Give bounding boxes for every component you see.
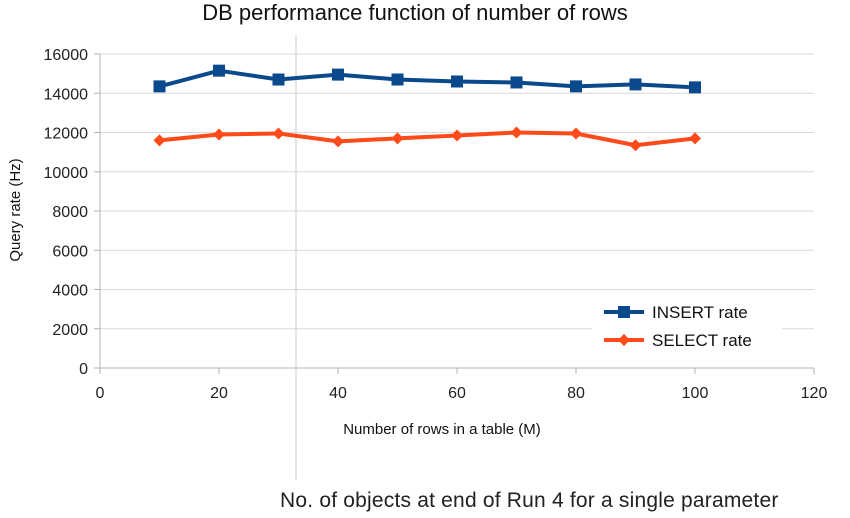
- data-point-insert-rate: [510, 76, 523, 89]
- data-point-select-rate: [153, 134, 166, 147]
- data-point-insert-rate: [570, 80, 582, 93]
- x-tick-labels: 0 20 40 60 80 100 120: [96, 385, 828, 402]
- caption: No. of objects at end of Run 4 for a sin…: [280, 489, 779, 512]
- y-tick-label: 10000: [44, 165, 89, 182]
- x-tick-label: 40: [329, 385, 347, 402]
- y-tick-label: 6000: [52, 243, 88, 260]
- data-point-select-rate: [332, 135, 344, 148]
- gridlines: [100, 53, 814, 330]
- data-point-select-rate: [510, 126, 523, 139]
- series-select-rate: [153, 126, 701, 152]
- data-point-insert-rate: [451, 75, 463, 88]
- x-tick-label: 80: [567, 385, 585, 402]
- legend-box: [592, 295, 782, 357]
- y-tick-label: 16000: [44, 47, 89, 64]
- legend-label-select-rate: SELECT rate: [652, 331, 752, 350]
- y-tick-labels: 0 2000 4000 6000 8000 10000 12000 14000 16000: [44, 47, 89, 378]
- data-point-insert-rate: [689, 81, 701, 94]
- x-tick-label: 100: [682, 385, 709, 402]
- data-point-select-rate: [272, 127, 285, 140]
- y-tick-label: 4000: [52, 283, 88, 300]
- data-point-insert-rate: [332, 68, 344, 81]
- y-tick-label: 0: [79, 361, 88, 378]
- data-point-insert-rate: [213, 64, 225, 77]
- x-tick-label: 120: [801, 385, 828, 402]
- y-tick-label: 14000: [44, 86, 89, 103]
- legend: INSERT rate SELECT rate: [592, 295, 782, 357]
- y-axis-label: Query rate (Hz): [7, 158, 24, 261]
- x-tick-label: 60: [448, 385, 466, 402]
- y-tick-label: 2000: [52, 322, 88, 339]
- series-line-insert-rate: [158, 68, 696, 90]
- data-point-insert-rate: [629, 78, 642, 91]
- data-point-select-rate: [689, 132, 701, 145]
- series-line-select-rate: [159, 130, 696, 148]
- data-point-select-rate: [391, 132, 404, 145]
- x-tick-label: 20: [210, 385, 228, 402]
- x-axis-label: Number of rows in a table (M): [343, 421, 541, 438]
- data-point-select-rate: [570, 127, 582, 140]
- series-group: [153, 64, 701, 152]
- y-tick-label: 8000: [52, 204, 88, 221]
- y-tick-label: 12000: [44, 126, 89, 143]
- axes: [94, 53, 815, 374]
- data-point-select-rate: [451, 129, 463, 142]
- chart-title: DB performance function of number of row…: [202, 0, 628, 25]
- x-tick-label: 0: [96, 385, 105, 402]
- legend-marker-select-rate: [618, 334, 630, 346]
- series-insert-rate: [153, 64, 701, 94]
- data-point-select-rate: [629, 139, 642, 152]
- data-point-select-rate: [213, 128, 225, 141]
- data-point-insert-rate: [153, 80, 166, 93]
- data-point-insert-rate: [391, 73, 404, 86]
- data-point-insert-rate: [272, 73, 285, 86]
- legend-marker-insert-rate: [618, 306, 630, 318]
- legend-label-insert-rate: INSERT rate: [652, 303, 748, 322]
